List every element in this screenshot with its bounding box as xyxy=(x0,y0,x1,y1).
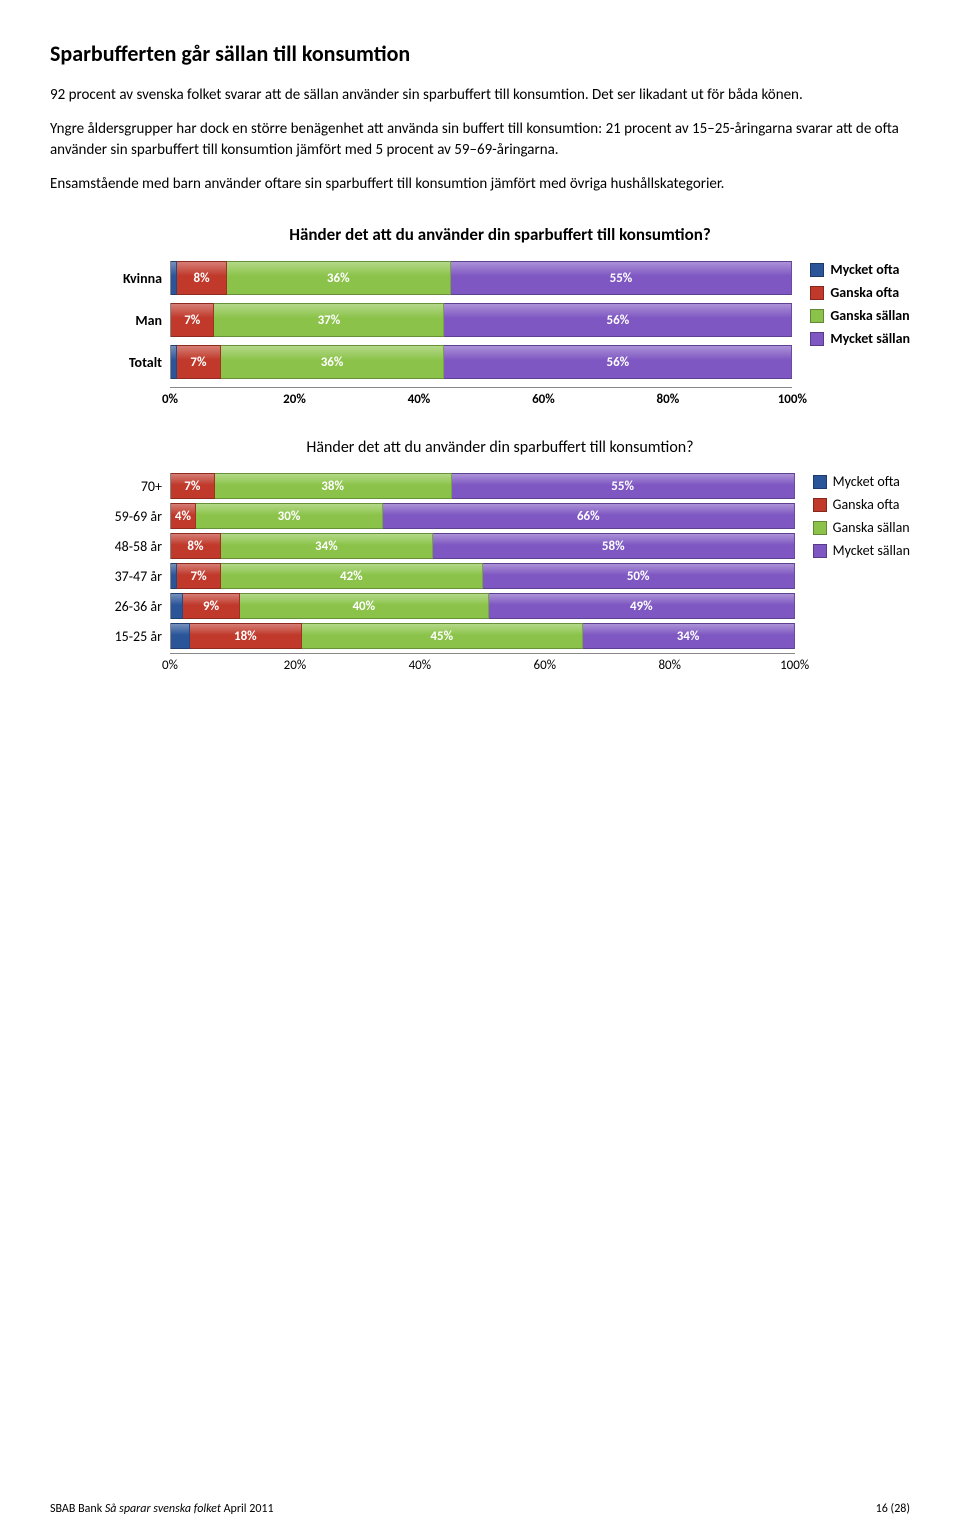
legend-item: Mycket sällan xyxy=(813,542,910,559)
bar-segment: 7% xyxy=(171,303,214,337)
bar-segment: 37% xyxy=(214,303,444,337)
bar-segment: 42% xyxy=(221,563,483,589)
footer-left: SBAB Bank Så sparar svenska folket April… xyxy=(50,1502,274,1516)
legend-item: Ganska sällan xyxy=(810,307,910,324)
bar-segment: 9% xyxy=(183,593,239,619)
bar-segment: 34% xyxy=(583,623,795,649)
bar-track: 8%36%55% xyxy=(170,261,792,295)
row-label: 59-69 år xyxy=(90,508,170,525)
chart-age: Händer det att du använder din sparbuffe… xyxy=(50,438,910,674)
page-footer: SBAB Bank Så sparar svenska folket April… xyxy=(50,1502,910,1516)
bar-segment: 7% xyxy=(171,473,215,499)
legend-item: Ganska ofta xyxy=(810,284,910,301)
row-label: Man xyxy=(90,312,170,329)
legend-swatch xyxy=(810,332,824,346)
bar-row: 26-36 år9%40%49% xyxy=(90,593,795,619)
bar-track: 7%37%56% xyxy=(170,303,792,337)
row-label: Totalt xyxy=(90,354,170,371)
legend-label: Mycket ofta xyxy=(830,261,899,278)
bar-segment: 36% xyxy=(227,261,451,295)
bar-track: 9%40%49% xyxy=(170,593,795,619)
bar-row: 48-58 år8%34%58% xyxy=(90,533,795,559)
legend-label: Mycket sällan xyxy=(830,330,910,347)
bar-segment: 7% xyxy=(177,345,220,379)
chart1-legend: Mycket ofta Ganska ofta Ganska sällan Mycke… xyxy=(810,261,910,353)
x-axis: 0%20%40%60%80%100% xyxy=(170,387,792,408)
paragraph-1: 92 procent av svenska folket svarar att … xyxy=(50,85,910,105)
legend-swatch xyxy=(813,498,827,512)
paragraph-2: Yngre åldersgrupper har dock en större b… xyxy=(50,119,910,160)
bar-segment: 36% xyxy=(221,345,445,379)
chart2-legend: Mycket ofta Ganska ofta Ganska sällan Mycke… xyxy=(813,473,910,565)
row-label: 37-47 år xyxy=(90,568,170,585)
bar-segment: 56% xyxy=(444,345,792,379)
bar-segment: 7% xyxy=(177,563,221,589)
bar-track: 7%38%55% xyxy=(170,473,795,499)
row-label: 70+ xyxy=(90,478,170,495)
legend-item: Ganska ofta xyxy=(813,496,910,513)
bar-row: 59-69 år4%30%66% xyxy=(90,503,795,529)
bar-segment: 66% xyxy=(383,503,795,529)
bar-row: Kvinna8%36%55% xyxy=(90,261,792,295)
bar-track: 4%30%66% xyxy=(170,503,795,529)
bar-segment: 55% xyxy=(452,473,795,499)
footer-page-number: 16 (28) xyxy=(876,1502,910,1516)
paragraph-3: Ensamstående med barn använder oftare si… xyxy=(50,174,910,194)
legend-label: Ganska ofta xyxy=(833,496,900,513)
legend-label: Ganska sällan xyxy=(830,307,909,324)
legend-label: Mycket sällan xyxy=(833,542,910,559)
bar-segment: 40% xyxy=(240,593,489,619)
legend-swatch xyxy=(810,286,824,300)
row-label: Kvinna xyxy=(90,270,170,287)
bar-segment xyxy=(171,593,183,619)
legend-item: Ganska sällan xyxy=(813,519,910,536)
chart1-bars: Kvinna8%36%55%Man7%37%56%Totalt7%36%56%0… xyxy=(90,261,792,408)
legend-swatch xyxy=(810,309,824,323)
legend-item: Mycket ofta xyxy=(813,473,910,490)
bar-segment: 8% xyxy=(171,533,221,559)
bar-row: Totalt7%36%56% xyxy=(90,345,792,379)
bar-segment: 45% xyxy=(302,623,583,649)
bar-segment: 8% xyxy=(177,261,227,295)
bar-row: 15-25 år18%45%34% xyxy=(90,623,795,649)
legend-swatch xyxy=(813,521,827,535)
bar-segment: 30% xyxy=(196,503,383,529)
row-label: 26-36 år xyxy=(90,598,170,615)
bar-segment xyxy=(171,623,190,649)
chart2-title: Händer det att du använder din sparbuffe… xyxy=(90,438,910,457)
bar-segment: 38% xyxy=(215,473,452,499)
x-axis: 0%20%40%60%80%100% xyxy=(170,653,795,674)
bar-segment: 50% xyxy=(483,563,795,589)
page-heading: Sparbufferten går sällan till konsumtion xyxy=(50,40,910,67)
bar-segment: 49% xyxy=(489,593,795,619)
bar-segment: 58% xyxy=(433,533,795,559)
row-label: 15-25 år xyxy=(90,628,170,645)
legend-label: Ganska ofta xyxy=(830,284,899,301)
bar-segment: 34% xyxy=(221,533,433,559)
chart2-bars: 70+7%38%55%59-69 år4%30%66%48-58 år8%34%… xyxy=(90,473,795,674)
row-label: 48-58 år xyxy=(90,538,170,555)
legend-label: Mycket ofta xyxy=(833,473,900,490)
bar-row: 37-47 år7%42%50% xyxy=(90,563,795,589)
bar-segment: 18% xyxy=(190,623,302,649)
chart-gender: Händer det att du använder din sparbuffe… xyxy=(50,224,910,408)
bar-segment: 55% xyxy=(451,261,793,295)
bar-segment: 4% xyxy=(171,503,196,529)
bar-row: 70+7%38%55% xyxy=(90,473,795,499)
legend-item: Mycket sällan xyxy=(810,330,910,347)
legend-swatch xyxy=(810,263,824,277)
bar-row: Man7%37%56% xyxy=(90,303,792,337)
bar-segment: 56% xyxy=(444,303,792,337)
legend-swatch xyxy=(813,475,827,489)
legend-swatch xyxy=(813,544,827,558)
bar-track: 8%34%58% xyxy=(170,533,795,559)
bar-track: 7%36%56% xyxy=(170,345,792,379)
bar-track: 18%45%34% xyxy=(170,623,795,649)
bar-track: 7%42%50% xyxy=(170,563,795,589)
legend-item: Mycket ofta xyxy=(810,261,910,278)
chart1-title: Händer det att du använder din sparbuffe… xyxy=(90,224,910,245)
legend-label: Ganska sällan xyxy=(833,519,910,536)
